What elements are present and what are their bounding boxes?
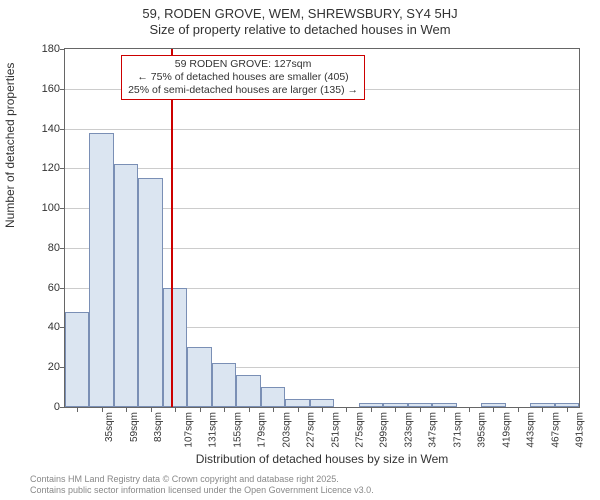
- histogram-bar: [432, 403, 456, 407]
- y-tick-mark: [60, 327, 64, 328]
- histogram-bar: [89, 133, 113, 407]
- chart-container: 59, RODEN GROVE, WEM, SHREWSBURY, SY4 5H…: [0, 0, 600, 500]
- x-tick-label: 419sqm: [501, 412, 512, 448]
- x-tick-mark: [542, 408, 543, 412]
- y-tick-mark: [60, 89, 64, 90]
- histogram-bar: [383, 403, 407, 407]
- x-tick-label: 107sqm: [183, 412, 194, 448]
- footer-line2: Contains public sector information licen…: [30, 485, 374, 496]
- y-axis-label: Number of detached properties: [3, 63, 17, 228]
- x-tick-label: 467sqm: [550, 412, 561, 448]
- gridline: [65, 168, 579, 169]
- histogram-bar: [212, 363, 236, 407]
- x-tick-label: 395sqm: [477, 412, 488, 448]
- x-tick-label: 155sqm: [232, 412, 243, 448]
- plot-area: 59 RODEN GROVE: 127sqm← 75% of detached …: [64, 48, 580, 408]
- y-tick-label: 60: [24, 282, 60, 294]
- x-tick-mark: [346, 408, 347, 412]
- x-tick-label: 35sqm: [104, 412, 115, 442]
- callout-line2: ← 75% of detached houses are smaller (40…: [128, 71, 358, 84]
- reference-callout: 59 RODEN GROVE: 127sqm← 75% of detached …: [121, 55, 365, 100]
- x-tick-mark: [395, 408, 396, 412]
- y-tick-label: 40: [24, 321, 60, 333]
- x-tick-label: 59sqm: [129, 412, 140, 442]
- histogram-bar: [163, 288, 187, 407]
- y-tick-mark: [60, 248, 64, 249]
- x-tick-label: 251sqm: [330, 412, 341, 448]
- y-tick-mark: [60, 407, 64, 408]
- x-tick-mark: [518, 408, 519, 412]
- x-tick-label: 299sqm: [379, 412, 390, 448]
- histogram-bar: [236, 375, 260, 407]
- x-tick-mark: [322, 408, 323, 412]
- histogram-bar: [65, 312, 89, 407]
- histogram-bar: [481, 403, 505, 407]
- x-tick-mark: [224, 408, 225, 412]
- histogram-bar: [310, 399, 334, 407]
- x-tick-label: 131sqm: [208, 412, 219, 448]
- footer-line1: Contains HM Land Registry data © Crown c…: [30, 474, 374, 485]
- histogram-bar: [187, 347, 211, 407]
- y-tick-label: 0: [24, 401, 60, 413]
- y-tick-label: 80: [24, 242, 60, 254]
- x-tick-mark: [126, 408, 127, 412]
- y-tick-mark: [60, 288, 64, 289]
- x-tick-label: 203sqm: [281, 412, 292, 448]
- gridline: [65, 129, 579, 130]
- title-block: 59, RODEN GROVE, WEM, SHREWSBURY, SY4 5H…: [0, 0, 600, 39]
- x-axis-label: Distribution of detached houses by size …: [64, 452, 580, 466]
- x-tick-label: 179sqm: [257, 412, 268, 448]
- y-tick-label: 120: [24, 162, 60, 174]
- histogram-bar: [261, 387, 285, 407]
- x-tick-mark: [200, 408, 201, 412]
- x-tick-label: 323sqm: [404, 412, 415, 448]
- title-subtitle: Size of property relative to detached ho…: [0, 22, 600, 38]
- x-tick-mark: [77, 408, 78, 412]
- histogram-bar: [138, 178, 162, 407]
- y-tick-mark: [60, 168, 64, 169]
- callout-line1: 59 RODEN GROVE: 127sqm: [128, 58, 358, 71]
- x-tick-label: 83sqm: [153, 412, 164, 442]
- x-tick-mark: [444, 408, 445, 412]
- callout-line3: 25% of semi-detached houses are larger (…: [128, 84, 358, 97]
- y-tick-label: 160: [24, 83, 60, 95]
- histogram-bar: [530, 403, 554, 407]
- histogram-bar: [408, 403, 432, 407]
- x-tick-label: 371sqm: [452, 412, 463, 448]
- x-tick-label: 347sqm: [428, 412, 439, 448]
- x-tick-mark: [249, 408, 250, 412]
- x-tick-mark: [298, 408, 299, 412]
- x-tick-label: 275sqm: [355, 412, 366, 448]
- x-tick-label: 227sqm: [306, 412, 317, 448]
- histogram-bar: [285, 399, 309, 407]
- y-tick-label: 180: [24, 43, 60, 55]
- y-tick-mark: [60, 367, 64, 368]
- x-tick-mark: [420, 408, 421, 412]
- title-address: 59, RODEN GROVE, WEM, SHREWSBURY, SY4 5H…: [0, 6, 600, 22]
- x-tick-label: 491sqm: [575, 412, 586, 448]
- x-tick-mark: [273, 408, 274, 412]
- histogram-bar: [359, 403, 383, 407]
- x-tick-mark: [371, 408, 372, 412]
- y-tick-mark: [60, 129, 64, 130]
- x-tick-mark: [469, 408, 470, 412]
- x-tick-mark: [567, 408, 568, 412]
- x-tick-mark: [151, 408, 152, 412]
- y-tick-mark: [60, 208, 64, 209]
- histogram-bar: [555, 403, 579, 407]
- x-tick-mark: [175, 408, 176, 412]
- footer-attribution: Contains HM Land Registry data © Crown c…: [30, 474, 374, 496]
- histogram-bar: [114, 164, 138, 407]
- y-tick-mark: [60, 49, 64, 50]
- reference-line: [171, 49, 173, 407]
- y-tick-label: 140: [24, 123, 60, 135]
- x-tick-mark: [102, 408, 103, 412]
- y-tick-label: 20: [24, 361, 60, 373]
- y-tick-label: 100: [24, 202, 60, 214]
- x-tick-mark: [493, 408, 494, 412]
- x-tick-label: 443sqm: [526, 412, 537, 448]
